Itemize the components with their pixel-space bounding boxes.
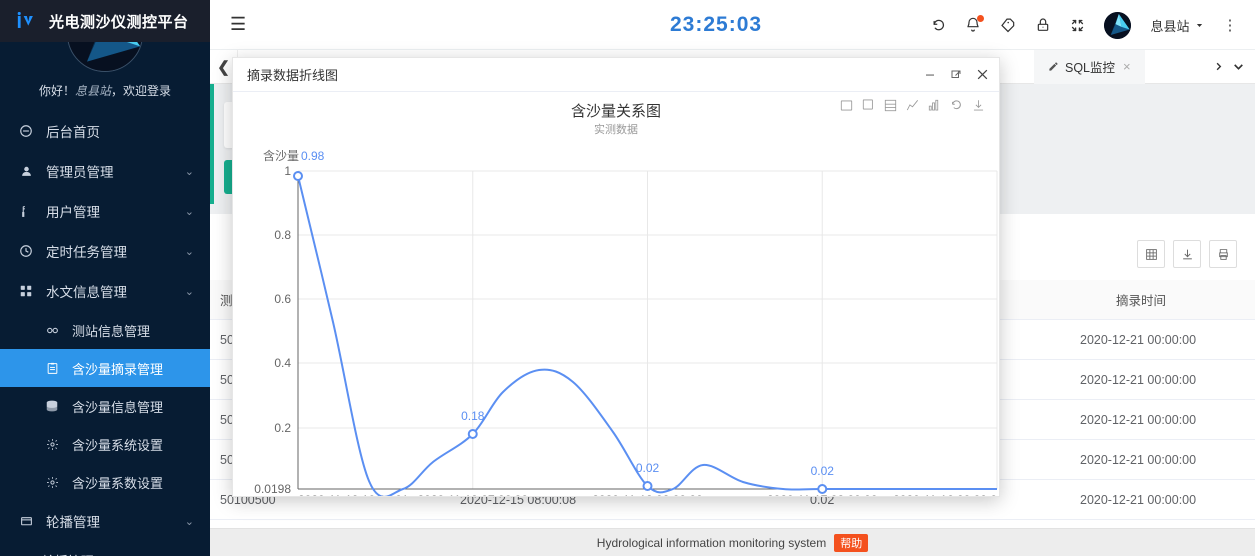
- svg-text:0.98: 0.98: [301, 149, 325, 163]
- svg-text:0.02: 0.02: [811, 464, 835, 478]
- svg-text:2020-11-16 00:00:0: 2020-11-16 00:00:0: [893, 493, 997, 496]
- svg-text:0.02: 0.02: [636, 461, 660, 475]
- svg-text:2020-11-19 07:06:00: 2020-11-19 07:06:00: [417, 493, 528, 496]
- svg-text:0.2: 0.2: [274, 421, 291, 435]
- svg-text:0.8: 0.8: [274, 228, 291, 242]
- svg-text:2020-11-18 08:00:00: 2020-11-18 08:00:00: [592, 493, 703, 496]
- svg-text:0.0198: 0.0198: [254, 482, 291, 496]
- svg-text:含沙量: 含沙量: [263, 148, 299, 163]
- svg-text:0.6: 0.6: [274, 292, 291, 306]
- svg-text:0.18: 0.18: [461, 409, 485, 423]
- svg-text:0.4: 0.4: [274, 356, 291, 370]
- svg-text:1: 1: [284, 164, 291, 178]
